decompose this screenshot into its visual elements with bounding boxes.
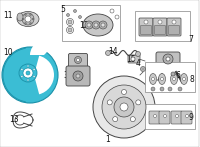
FancyBboxPatch shape	[69, 54, 88, 71]
Circle shape	[26, 71, 30, 75]
Circle shape	[68, 28, 72, 32]
Circle shape	[160, 87, 164, 91]
FancyBboxPatch shape	[66, 66, 90, 86]
Circle shape	[102, 85, 146, 129]
Text: 5: 5	[61, 5, 65, 14]
Circle shape	[142, 68, 144, 70]
Text: 6: 6	[176, 71, 180, 80]
Circle shape	[32, 18, 34, 20]
Circle shape	[27, 79, 29, 81]
FancyBboxPatch shape	[62, 5, 120, 41]
Circle shape	[87, 23, 91, 27]
Circle shape	[30, 22, 31, 24]
Circle shape	[21, 69, 23, 71]
Circle shape	[163, 54, 173, 64]
Circle shape	[178, 87, 182, 91]
Circle shape	[122, 90, 127, 95]
Ellipse shape	[158, 74, 166, 85]
Circle shape	[114, 97, 134, 117]
Circle shape	[151, 87, 155, 91]
Text: 7: 7	[189, 35, 193, 44]
Wedge shape	[34, 56, 54, 94]
Circle shape	[176, 115, 179, 117]
FancyBboxPatch shape	[156, 52, 180, 81]
Circle shape	[94, 23, 98, 27]
Circle shape	[74, 10, 77, 12]
Circle shape	[171, 72, 175, 76]
FancyBboxPatch shape	[135, 11, 190, 41]
Circle shape	[144, 20, 148, 24]
Circle shape	[77, 59, 80, 61]
Circle shape	[67, 19, 74, 25]
Text: 4: 4	[136, 59, 140, 67]
FancyBboxPatch shape	[128, 55, 140, 63]
Circle shape	[101, 23, 105, 27]
Circle shape	[22, 13, 34, 25]
Circle shape	[182, 77, 186, 81]
Circle shape	[67, 14, 70, 16]
Circle shape	[168, 87, 172, 91]
Circle shape	[75, 56, 82, 64]
Circle shape	[25, 14, 26, 16]
Ellipse shape	[150, 74, 156, 85]
FancyBboxPatch shape	[159, 111, 170, 124]
Circle shape	[23, 68, 33, 78]
Text: 1: 1	[106, 135, 110, 143]
Circle shape	[131, 57, 135, 61]
Circle shape	[33, 76, 35, 77]
Circle shape	[19, 64, 37, 82]
Circle shape	[172, 77, 176, 81]
Text: 3: 3	[64, 71, 68, 80]
Ellipse shape	[17, 13, 23, 21]
Circle shape	[25, 16, 31, 22]
Circle shape	[120, 103, 128, 111]
Circle shape	[186, 115, 188, 117]
FancyBboxPatch shape	[145, 62, 195, 92]
Circle shape	[85, 21, 93, 29]
Text: 12: 12	[79, 20, 89, 30]
Circle shape	[73, 71, 83, 81]
Ellipse shape	[83, 14, 113, 36]
Circle shape	[2, 47, 58, 103]
Circle shape	[67, 26, 74, 34]
Wedge shape	[30, 41, 54, 55]
Circle shape	[30, 14, 31, 16]
Circle shape	[79, 15, 82, 19]
Circle shape	[115, 15, 119, 19]
FancyBboxPatch shape	[140, 25, 152, 35]
Text: 9: 9	[189, 112, 193, 122]
FancyBboxPatch shape	[168, 25, 180, 35]
Circle shape	[25, 22, 26, 24]
Circle shape	[166, 57, 170, 61]
FancyBboxPatch shape	[154, 25, 166, 35]
FancyBboxPatch shape	[139, 18, 153, 36]
Circle shape	[92, 21, 100, 29]
Text: 10: 10	[3, 47, 13, 56]
Text: 11: 11	[3, 10, 13, 20]
Circle shape	[113, 117, 118, 122]
FancyBboxPatch shape	[153, 18, 167, 36]
Text: 8: 8	[190, 75, 194, 83]
Circle shape	[21, 76, 23, 77]
Circle shape	[130, 117, 135, 122]
Circle shape	[152, 77, 154, 81]
Circle shape	[99, 21, 107, 29]
Circle shape	[172, 20, 176, 24]
Circle shape	[136, 100, 141, 105]
Circle shape	[68, 20, 72, 24]
Ellipse shape	[17, 11, 39, 26]
Circle shape	[27, 65, 29, 67]
Circle shape	[107, 100, 112, 105]
Text: 13: 13	[9, 116, 19, 125]
Circle shape	[140, 66, 146, 71]
Circle shape	[136, 51, 140, 56]
Circle shape	[76, 74, 80, 78]
Circle shape	[110, 9, 114, 13]
Circle shape	[33, 69, 35, 71]
Ellipse shape	[180, 74, 188, 85]
Circle shape	[106, 51, 111, 56]
Text: 14: 14	[108, 46, 118, 56]
FancyBboxPatch shape	[171, 111, 182, 124]
Text: 15: 15	[126, 55, 136, 64]
